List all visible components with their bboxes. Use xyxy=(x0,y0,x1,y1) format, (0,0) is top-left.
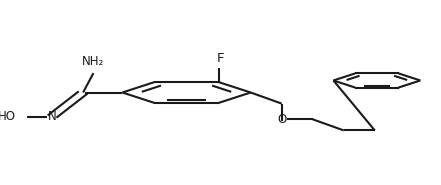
Text: N: N xyxy=(48,110,56,123)
Text: F: F xyxy=(217,52,224,65)
Text: O: O xyxy=(277,113,286,126)
Text: HO: HO xyxy=(0,110,16,123)
Text: NH₂: NH₂ xyxy=(82,56,105,68)
